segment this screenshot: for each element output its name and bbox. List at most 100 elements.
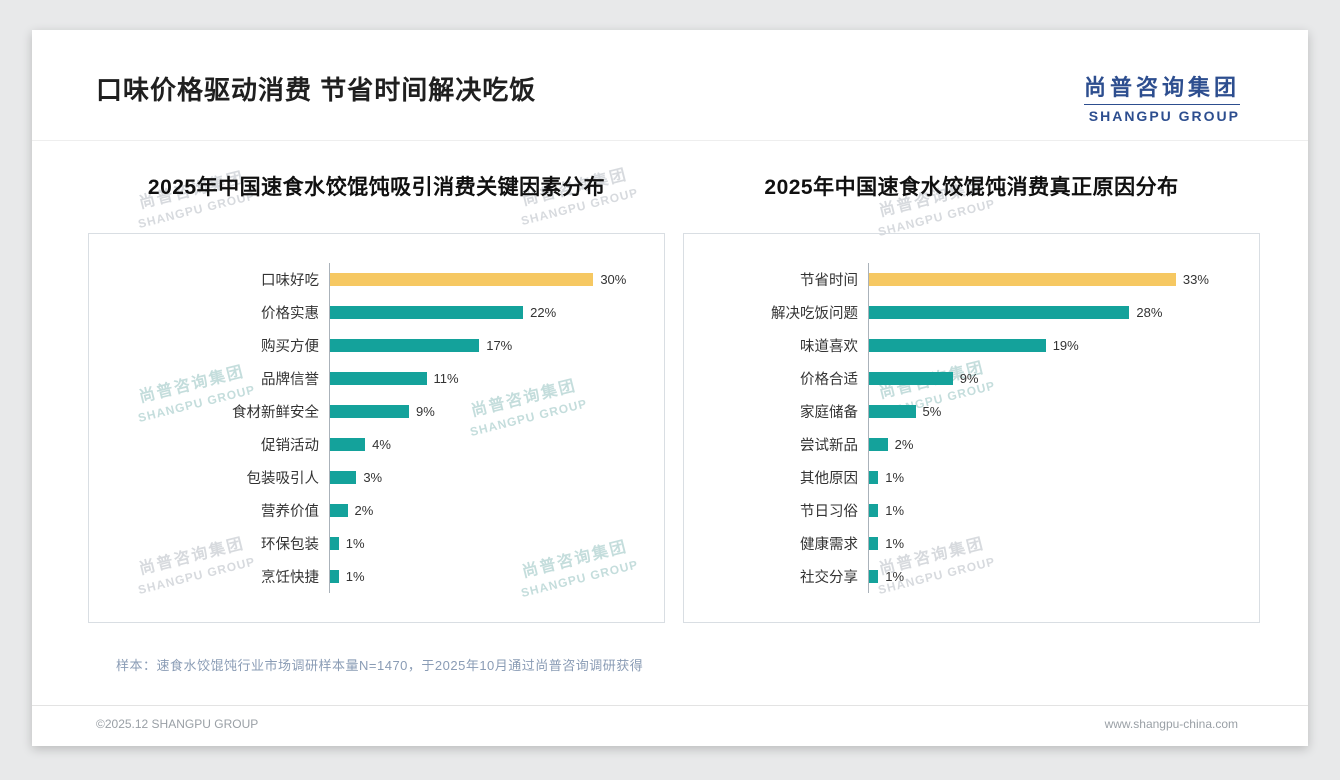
bar-row: 品牌信誉 11% — [101, 362, 646, 395]
bar-track: 17% — [329, 329, 646, 362]
bar — [330, 273, 594, 286]
bar-track: 2% — [329, 494, 646, 527]
bar-row: 节日习俗 1% — [696, 494, 1241, 527]
value-label: 9% — [416, 404, 435, 419]
value-label: 5% — [922, 404, 942, 419]
category-label: 其他原因 — [800, 471, 858, 487]
logo-chinese-text: 尚普咨询集团 — [1083, 75, 1240, 100]
value-label: 1% — [885, 470, 905, 485]
bar-track: 28% — [868, 296, 1241, 329]
website-text: www.shangpu-china.com — [1104, 717, 1238, 731]
value-label: 2% — [354, 503, 374, 518]
bar-row: 价格实惠 22% — [101, 296, 646, 329]
bar-track: 1% — [868, 527, 1241, 560]
value-label: 30% — [600, 272, 627, 287]
value-label: 1% — [885, 569, 905, 584]
category-label: 促销活动 — [261, 438, 319, 454]
category-label: 营养价值 — [261, 504, 319, 520]
chart-left-panel: 口味好吃 30% 价格实惠 22% 购买方便 17% 品牌信誉 11% 食材新鲜安全 9% 促销活动… — [88, 233, 665, 623]
category-label: 价格合适 — [800, 372, 858, 388]
bar — [330, 570, 339, 583]
bar-row: 口味好吃 30% — [101, 263, 646, 296]
page-title: 口味价格驱动消费 节省时间解决吃饭 — [96, 75, 537, 105]
value-label: 33% — [1182, 272, 1209, 287]
bar-row: 节省时间 33% — [696, 263, 1241, 296]
value-label: 17% — [486, 338, 513, 353]
slide: 尚普咨询集团 SHANGPU GROUP 尚普咨询集团 SHANGPU GROUP 尚普… — [32, 30, 1308, 746]
bar-row: 社交分享 1% — [696, 560, 1241, 593]
bar — [330, 339, 480, 352]
bar — [330, 537, 339, 550]
bar-track: 19% — [868, 329, 1241, 362]
value-label: 3% — [363, 470, 383, 485]
bar — [330, 372, 427, 385]
bar — [869, 339, 1046, 352]
bar-track: 1% — [329, 527, 646, 560]
category-label: 家庭储备 — [800, 405, 858, 421]
value-label: 11% — [433, 371, 459, 386]
logo-english-text: SHANGPU GROUP — [1083, 104, 1240, 124]
value-label: 2% — [894, 437, 914, 452]
sample-note: 样本：速食水饺馄饨行业市场调研样本量N=1470，于2025年10月通过尚普咨询… — [116, 658, 644, 673]
company-logo: 尚普咨询集团 SHANGPU GROUP — [1083, 70, 1240, 124]
bar — [869, 405, 916, 418]
bar-track: 1% — [329, 560, 646, 593]
bar — [869, 471, 879, 484]
charts-area: 2025年中国速食水饺馄饨吸引消费关键因素分布 口味好吃 30% 价格实惠 22% 购买… — [32, 141, 1308, 623]
bar-row: 环保包装 1% — [101, 527, 646, 560]
chart-right-panel: 节省时间 33% 解决吃饭问题 28% 味道喜欢 19% 价格合适 9% 家庭储备 5% 尝试新品 2… — [683, 233, 1260, 623]
category-label: 包装吸引人 — [246, 471, 320, 487]
category-label: 节日习俗 — [800, 504, 858, 520]
bar-row: 食材新鲜安全 9% — [101, 395, 646, 428]
bar-row: 其他原因 1% — [696, 461, 1241, 494]
category-label: 烹饪快捷 — [261, 570, 319, 586]
category-label: 尝试新品 — [800, 438, 858, 454]
bar-track: 5% — [868, 395, 1241, 428]
category-label: 口味好吃 — [261, 273, 319, 289]
bar — [869, 273, 1176, 286]
bar-track: 11% — [329, 362, 646, 395]
bar-row: 价格合适 9% — [696, 362, 1241, 395]
slide-header: 口味价格驱动消费 节省时间解决吃饭 尚普咨询集团 SHANGPU GROUP — [32, 30, 1308, 141]
bar-row: 烹饪快捷 1% — [101, 560, 646, 593]
category-label: 社交分享 — [800, 570, 858, 586]
bar-track: 1% — [868, 560, 1241, 593]
value-label: 1% — [345, 569, 365, 584]
bar — [330, 306, 524, 319]
bar-row: 家庭储备 5% — [696, 395, 1241, 428]
bar — [330, 471, 357, 484]
value-label: 1% — [885, 536, 905, 551]
category-label: 健康需求 — [800, 537, 858, 553]
category-label: 环保包装 — [261, 537, 319, 553]
bar-track: 1% — [868, 461, 1241, 494]
bar — [869, 372, 953, 385]
bar-row: 购买方便 17% — [101, 329, 646, 362]
category-label: 价格实惠 — [261, 306, 319, 322]
value-label: 9% — [959, 371, 979, 386]
bar — [330, 405, 409, 418]
category-label: 节省时间 — [800, 273, 858, 289]
bar-row: 解决吃饭问题 28% — [696, 296, 1241, 329]
value-label: 28% — [1136, 305, 1163, 320]
value-label: 1% — [345, 536, 365, 551]
bar — [869, 306, 1130, 319]
bar-track: 4% — [329, 428, 646, 461]
chart-left-title: 2025年中国速食水饺馄饨吸引消费关键因素分布 — [147, 176, 606, 199]
category-label: 食材新鲜安全 — [232, 405, 319, 421]
bar — [869, 438, 888, 451]
value-label: 22% — [530, 305, 557, 320]
category-label: 解决吃饭问题 — [771, 306, 858, 322]
category-label: 购买方便 — [261, 339, 319, 355]
bar — [869, 570, 879, 583]
bar — [330, 438, 366, 451]
bar — [330, 504, 348, 517]
bar-track: 33% — [868, 263, 1241, 296]
value-label: 19% — [1052, 338, 1079, 353]
bar-row: 味道喜欢 19% — [696, 329, 1241, 362]
bar-row: 促销活动 4% — [101, 428, 646, 461]
value-label: 1% — [885, 503, 905, 518]
category-label: 味道喜欢 — [800, 339, 858, 355]
slide-footer: ©2025.12 SHANGPU GROUP www.shangpu-china… — [32, 705, 1308, 746]
chart-left: 2025年中国速食水饺馄饨吸引消费关键因素分布 口味好吃 30% 价格实惠 22% 购买… — [88, 171, 665, 623]
bar-track: 30% — [329, 263, 646, 296]
